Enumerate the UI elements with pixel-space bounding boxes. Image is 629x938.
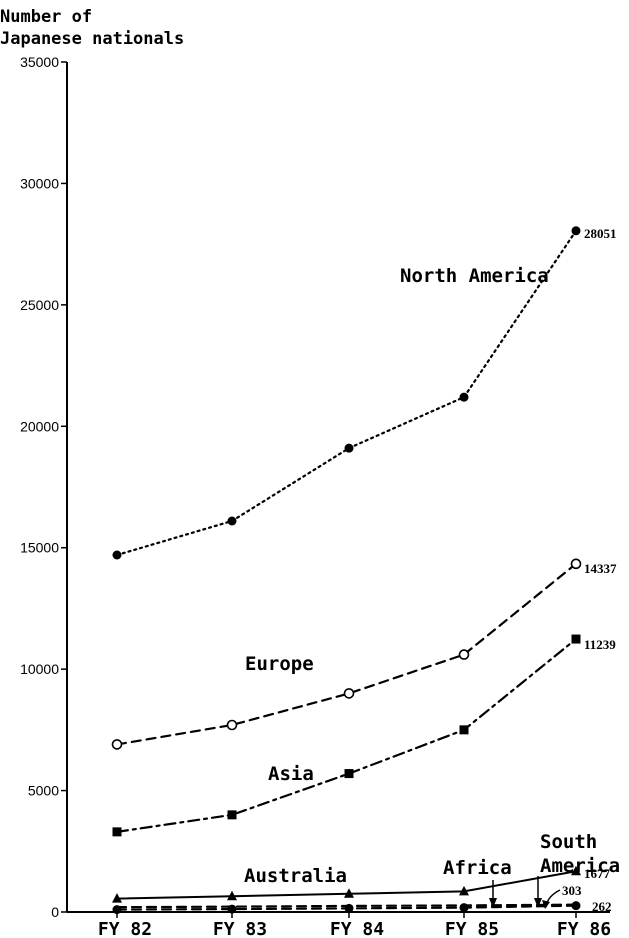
end-value-label: 1677 [584, 866, 611, 881]
x-tick-label: FY 84 [330, 919, 384, 938]
y-tick-label: 20000 [20, 418, 59, 434]
data-point [227, 890, 237, 901]
data-point [458, 649, 470, 660]
leader-arrows [489, 876, 561, 909]
series-north-america [112, 226, 581, 560]
y-tick-label: 35000 [20, 54, 59, 70]
data-point [112, 893, 122, 903]
data-point [344, 769, 354, 779]
y-tick-label: 0 [51, 904, 59, 920]
series-label-asia: Asia [268, 763, 314, 785]
south-america-value-arrow-head [542, 900, 550, 909]
end-value-label: 14337 [584, 561, 617, 576]
series-europe [111, 558, 582, 750]
end-value-label: 262 [592, 899, 612, 914]
y-tick-label: 25000 [20, 297, 59, 313]
x-tick-label: FY 82 [98, 919, 152, 938]
data-point [112, 905, 122, 915]
series-label-europe: Europe [245, 653, 314, 675]
end-value-label: 28051 [584, 226, 617, 241]
y-axis-title-line-1: Number of [0, 7, 92, 27]
x-tick-label: FY 83 [213, 919, 267, 938]
data-point [570, 558, 582, 570]
data-point [227, 516, 237, 526]
x-tick-label: FY 86 [557, 919, 611, 938]
data-point [112, 827, 122, 837]
y-tick-label: 10000 [20, 661, 59, 677]
data-point [112, 550, 122, 560]
series-label-australia: Australia [244, 865, 347, 887]
series-label-north-america: North America [400, 265, 549, 287]
data-point [571, 865, 581, 876]
series-labels: North America Europe Asia Australia South Ame… [244, 265, 620, 909]
y-tick-label: 5000 [28, 783, 59, 799]
data-point [226, 719, 238, 731]
y-axis-title-line-2: Japanese nationals [0, 29, 184, 49]
data-point [344, 903, 354, 913]
data-point [459, 725, 469, 735]
data-point [111, 739, 123, 750]
series-group [111, 226, 582, 915]
x-ticks: FY 82 FY 83 FY 84 FY 85 FY 86 [98, 912, 611, 938]
series-line [115, 562, 578, 746]
data-point [343, 688, 355, 699]
y-tick-label: 15000 [20, 540, 59, 556]
series-label-line: South [540, 831, 597, 853]
series-line [115, 637, 578, 833]
data-point [344, 443, 354, 453]
y-ticks: 0 5000 10000 15000 20000 25000 30000 35000 [20, 54, 67, 920]
data-point [459, 885, 469, 896]
data-point [571, 634, 581, 644]
africa-arrow-head [489, 898, 497, 908]
data-point [344, 888, 354, 898]
south-america-arrow-head [534, 898, 542, 908]
series-label-africa: Africa [443, 857, 512, 879]
data-point [571, 226, 581, 236]
data-point [459, 392, 469, 402]
series-australia [112, 865, 581, 903]
y-tick-label: 30000 [20, 175, 59, 191]
data-point [227, 810, 237, 820]
series-africa [112, 901, 581, 915]
data-point [571, 901, 581, 911]
series-label-south-america: South America [540, 831, 620, 877]
y-axis-title: Number of Japanese nationals [0, 7, 184, 49]
series-asia [112, 634, 581, 837]
end-value-label: 303 [562, 883, 582, 898]
y-axis-title-text: Number of Japanese nationals [0, 7, 184, 49]
end-value-label: 11239 [584, 637, 616, 652]
data-point [459, 903, 469, 913]
x-tick-label: FY 85 [445, 919, 499, 938]
series-label-line: America [540, 855, 620, 877]
data-point [227, 904, 237, 914]
